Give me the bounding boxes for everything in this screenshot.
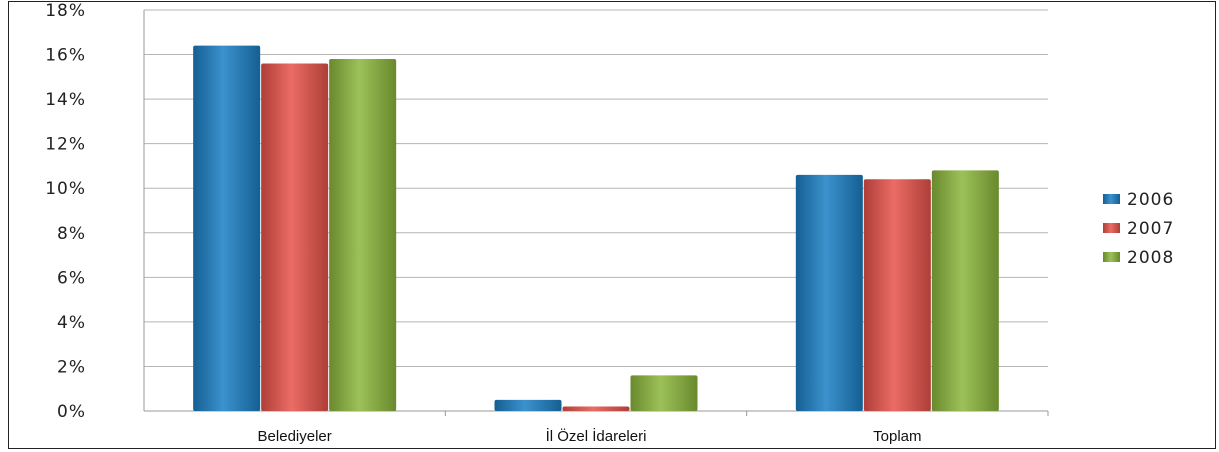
legend-label-2008: 2008 [1127,248,1174,268]
y-tick-label: 12% [45,135,86,155]
bar-2008-1 [630,375,698,411]
legend-label-2006: 2006 [1127,190,1174,210]
y-tick-label: 2% [57,357,86,377]
bar-2007-1 [562,406,630,411]
bar-2006-0 [193,45,261,412]
legend-swatch-2008 [1103,252,1120,262]
y-tick-label: 16% [45,46,86,66]
y-tick-label: 18% [45,1,86,21]
y-tick-label: 14% [45,90,86,110]
legend-swatch-2006 [1103,194,1120,204]
bar-2007-0 [261,63,329,411]
bar-2008-2 [931,170,999,411]
bar-2006-1 [494,399,562,411]
bar-2008-0 [329,59,397,412]
x-tick-label: Belediyeler [258,428,332,445]
y-tick-label: 4% [57,313,86,333]
y-tick-label: 0% [57,402,86,422]
y-tick-label: 10% [45,179,86,199]
bar-2006-2 [795,174,863,411]
y-tick-label: 8% [57,224,86,244]
legend-label-2007: 2007 [1127,219,1174,239]
y-tick-label: 6% [57,268,86,288]
bar-2007-2 [863,179,931,411]
x-tick-label: İl Özel İdareleri [546,427,647,445]
x-tick-label: Toplam [873,428,921,445]
legend-swatch-2007 [1103,223,1120,233]
